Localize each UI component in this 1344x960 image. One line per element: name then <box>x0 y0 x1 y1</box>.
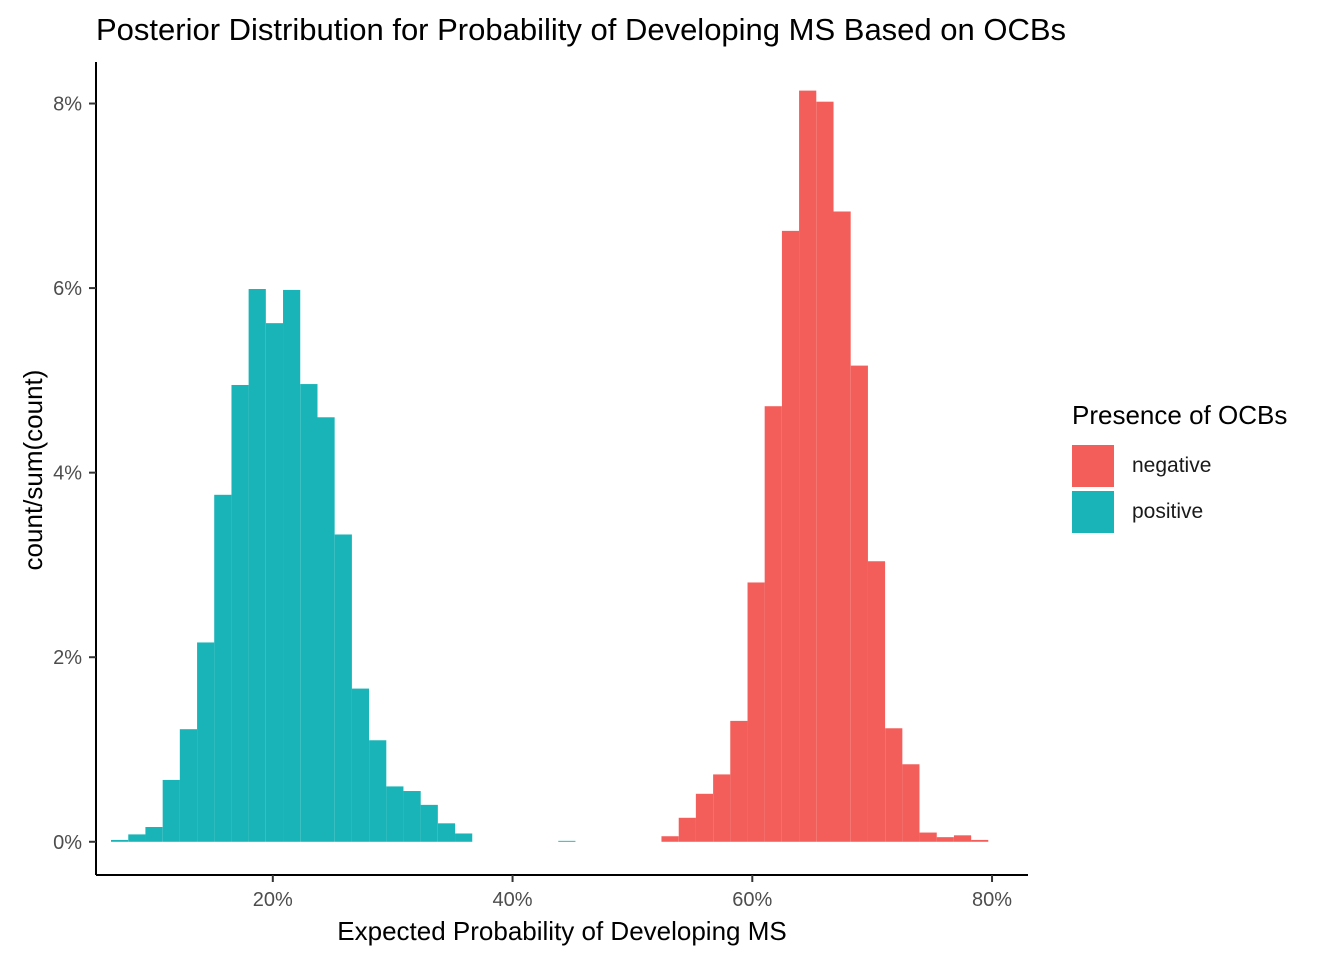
bar-negative-2 <box>695 793 714 842</box>
bar-negative-15 <box>919 832 937 842</box>
bar-negative-10 <box>833 211 851 842</box>
y-tick-label: 8% <box>53 94 82 116</box>
bar-negative-3 <box>713 774 731 842</box>
bar-negative-8 <box>799 90 817 842</box>
legend-item-negative: negative <box>1072 443 1287 489</box>
bar-positive-12 <box>317 417 335 842</box>
legend: Presence of OCBs negative positive <box>1072 400 1287 535</box>
bar-positive-1 <box>128 834 146 842</box>
bar-positive-11 <box>300 384 318 842</box>
bar-negative-17 <box>953 835 972 842</box>
x-tick-label: 80% <box>972 889 1012 911</box>
bar-positive-7 <box>231 384 249 842</box>
bar-positive-21 <box>558 840 576 842</box>
bar-positive-20 <box>455 833 473 842</box>
bar-positive-2 <box>145 827 163 842</box>
x-axis-title: Expected Probability of Developing MS <box>337 916 786 946</box>
legend-title: Presence of OCBs <box>1072 400 1288 430</box>
bar-positive-10 <box>283 289 301 842</box>
bar-negative-9 <box>816 101 834 842</box>
legend-item-positive: positive <box>1072 489 1287 535</box>
x-tick-label: 60% <box>732 889 772 911</box>
legend-swatch-positive <box>1072 491 1114 533</box>
bar-negative-16 <box>936 837 954 842</box>
bar-negative-6 <box>764 406 782 842</box>
bar-positive-6 <box>214 494 232 842</box>
bar-negative-4 <box>730 720 748 842</box>
bar-negative-18 <box>971 839 989 842</box>
bar-positive-16 <box>386 786 404 842</box>
y-axis-ticks: 0% 2% 4% 6% 8% <box>53 94 96 854</box>
bar-negative-13 <box>885 728 903 842</box>
bar-positive-4 <box>179 729 198 842</box>
legend-label-positive: positive <box>1132 500 1204 523</box>
x-tick-label: 40% <box>493 889 533 911</box>
x-axis-ticks: 20% 40% 60% 80% <box>253 875 1012 911</box>
bar-positive-8 <box>248 289 266 842</box>
bar-positive-15 <box>369 740 387 842</box>
x-tick-label: 20% <box>253 889 293 911</box>
y-axis-title: count/sum(count) <box>18 370 48 571</box>
y-tick-label: 2% <box>53 647 82 669</box>
bar-positive-13 <box>334 534 352 842</box>
bar-positive-14 <box>351 688 370 842</box>
bar-negative-1 <box>678 817 696 842</box>
bar-positive-18 <box>420 804 438 842</box>
bar-positive-17 <box>403 791 421 842</box>
bar-negative-5 <box>747 582 765 842</box>
legend-swatch-negative <box>1072 445 1114 487</box>
bar-negative-14 <box>902 764 920 842</box>
bar-negative-12 <box>867 561 886 842</box>
bar-negative-11 <box>850 365 868 842</box>
bar-positive-5 <box>197 642 215 842</box>
bar-negative-7 <box>781 230 800 842</box>
legend-label-negative: negative <box>1132 454 1212 477</box>
y-tick-label: 0% <box>53 832 82 854</box>
y-tick-label: 4% <box>53 463 82 485</box>
bar-positive-3 <box>162 779 180 842</box>
bar-negative-0 <box>661 836 679 842</box>
bar-positive-9 <box>265 323 284 842</box>
bar-positive-19 <box>437 823 456 842</box>
chart-title: Posterior Distribution for Probability o… <box>96 12 1067 47</box>
bars-layer <box>111 90 989 842</box>
y-tick-label: 6% <box>53 278 82 300</box>
bar-positive-0 <box>111 839 129 842</box>
